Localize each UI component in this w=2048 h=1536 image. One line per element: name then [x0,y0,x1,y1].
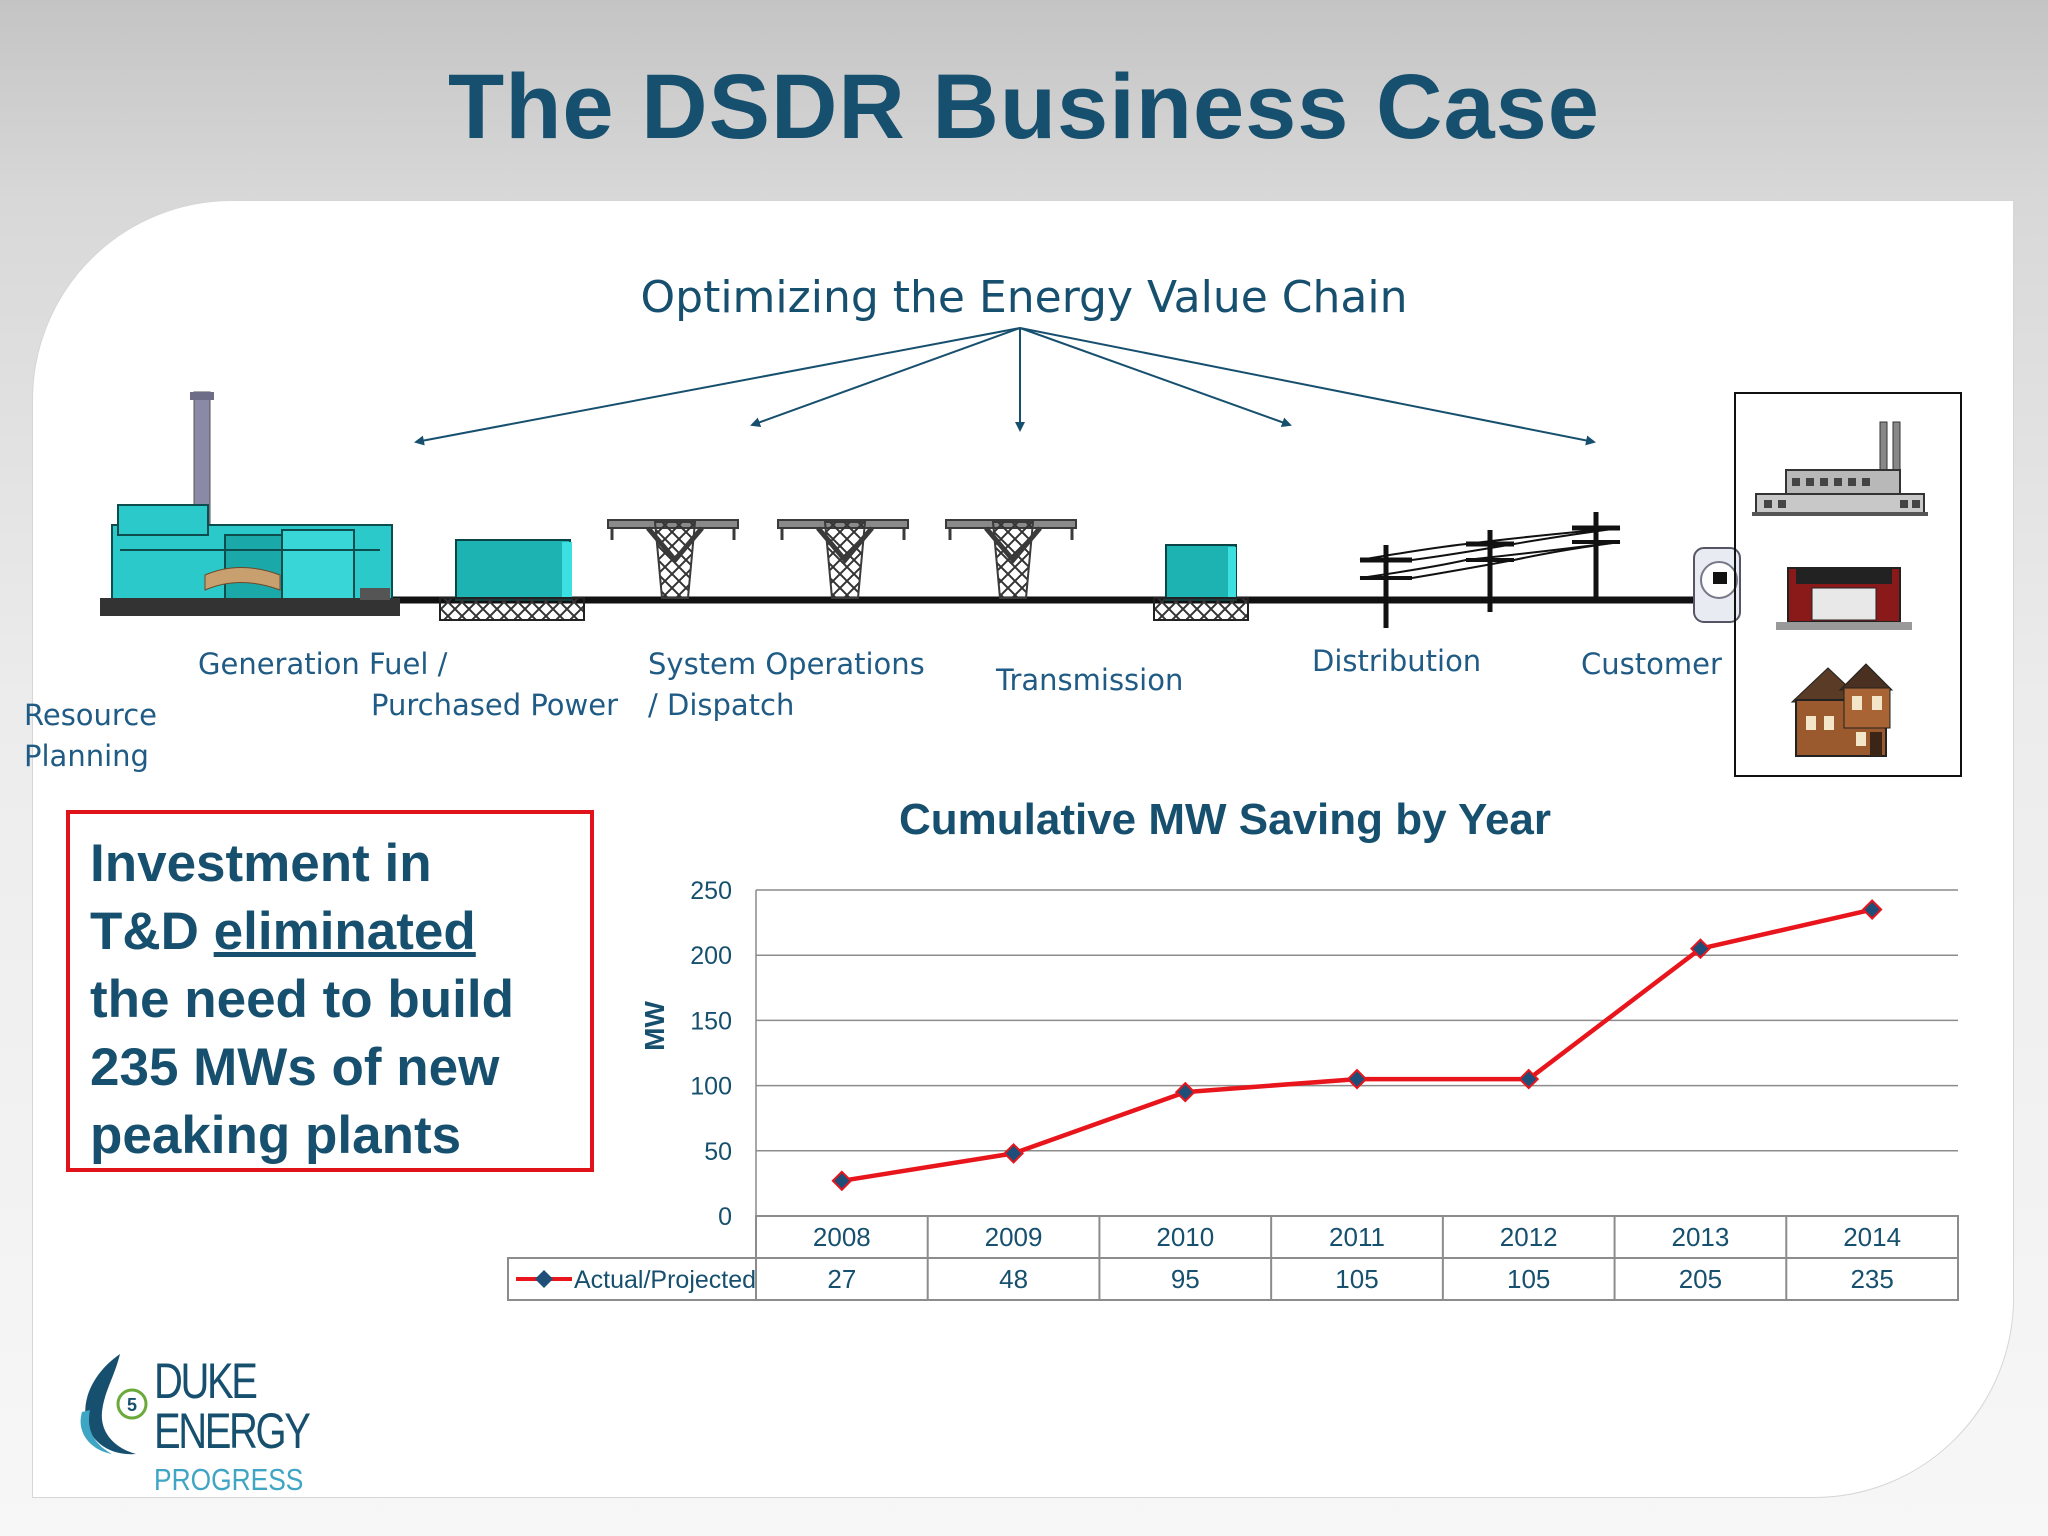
chart-x-tick-label: 2014 [1843,1222,1901,1252]
chart-point [1690,938,1711,960]
chart-y-tick-label: 100 [690,1073,732,1101]
stage-label-transmission: Transmission [996,660,1183,701]
logo-text-energy: ENERGY [154,1403,311,1459]
callout-text: T&D [90,902,214,961]
callout-line: peaking plants [90,1106,462,1165]
chart-x-tick-label: 2010 [1156,1222,1214,1252]
generation-transformer-icon [439,539,585,621]
stage-label-line: Planning [24,739,149,773]
stage-label-line: Distribution [1312,644,1482,678]
chart-x-tick-label: 2009 [985,1222,1043,1252]
stage-label-distribution: Distribution [1312,641,1481,682]
chart-data-label: 105 [1335,1264,1378,1294]
callout-line: Investment in [90,834,432,893]
logo-text-progress: PROGRESS [154,1462,304,1497]
chart-legend-marker [535,1270,553,1288]
value-chain-arrows [414,327,1596,446]
chart-data-label: 205 [1679,1264,1722,1294]
chart-y-tick-label: 250 [690,877,732,905]
chart-data-label: 105 [1507,1264,1550,1294]
chart-title: Cumulative MW Saving by Year [898,795,1552,844]
arrow-generation [414,327,1021,446]
chart-x-tick-label: 2013 [1672,1222,1730,1252]
chart-legend-label: Actual/Projected [574,1266,756,1294]
chart-series-line [841,907,1873,1184]
value-chain-title: Optimizing the Energy Value Chain [640,272,1408,323]
stage-label-customer: Customer [1581,644,1722,685]
stage-label-system-operations: System Operations / Dispatch [648,644,925,726]
chart-point [1346,1068,1368,1090]
chart-point [1003,1142,1024,1164]
substation-transformer-icon [1153,544,1249,621]
chart-data-label: 48 [999,1264,1028,1294]
stage-label-line: / Dispatch [648,688,795,722]
stage-label-line: Customer [1581,647,1722,681]
chart-y-tick-labels: 0 50 100 150 200 250 [690,877,732,1231]
logo-badge-number: 5 [127,1395,137,1415]
slide-title: The DSDR Business Case [448,56,1600,158]
chart-series-actual-projected [831,899,1883,1192]
chart-y-tick-label: 200 [690,942,732,970]
transmission-tower-icons [607,519,1077,599]
store-icon [1776,567,1912,630]
callout-underlined-text: eliminated [213,902,476,961]
callout-line: the need to build [90,970,514,1029]
chart-y-tick-label: 0 [718,1203,732,1231]
house-icon [1790,663,1894,757]
arrow-system-operations [750,327,1021,427]
logo-text-duke: DUKE [154,1353,258,1409]
stage-label-generation: Generation Fuel / Purchased Power [198,644,618,726]
stage-label-line: Transmission [996,663,1184,697]
stage-label-line: Purchased Power [371,688,618,722]
chart-data-label: 95 [1171,1264,1200,1294]
power-plant-icon [100,391,400,616]
arrow-customer [1019,327,1596,446]
chart-x-tick-label: 2011 [1329,1222,1385,1252]
chart-point [1861,899,1883,920]
chart-data-label: 235 [1850,1264,1893,1294]
stage-label-line: Resource [24,698,157,732]
chart-data-table: 2008 2009 2010 2011 2012 2013 2014 27 48 95 105 105… [507,1215,1959,1301]
customer-box [1734,392,1962,777]
callout-line: 235 MWs of new [90,1038,500,1097]
duke-energy-logo: 5 DUKE ENERGY PROGRESS [76,1350,336,1500]
stage-label-resource-planning: Resource Planning [24,695,157,777]
chart-point [1518,1068,1540,1090]
stage-label-line: Generation Fuel / [198,647,448,681]
chart-point [831,1170,853,1192]
callout-line: T&D eliminated [90,898,572,966]
tower-2 [777,519,909,599]
tower-3 [945,519,1077,599]
chart-y-axis-label: MW [639,1001,670,1051]
chart-y-tick-label: 50 [704,1138,732,1166]
tower-1 [607,519,739,599]
investment-callout: Investment in T&D eliminated the need to… [66,810,594,1172]
smart-meter-icon [1693,547,1741,623]
chart-table-legend-cell [507,1257,757,1301]
distribution-pole-icons [1359,512,1621,628]
chart-x-tick-label: 2008 [813,1222,871,1252]
stage-label-line: System Operations [648,647,925,681]
value-chain-diagram [100,327,1962,777]
duke-energy-flame-icon: 5 [80,1354,148,1455]
arrow-distribution [1019,327,1292,428]
chart-point [1174,1081,1196,1103]
chart-x-tick-label: 2012 [1500,1222,1558,1252]
chart-data-label: 27 [827,1264,856,1294]
chart-y-tick-label: 150 [690,1007,732,1035]
factory-icon [1752,421,1928,516]
